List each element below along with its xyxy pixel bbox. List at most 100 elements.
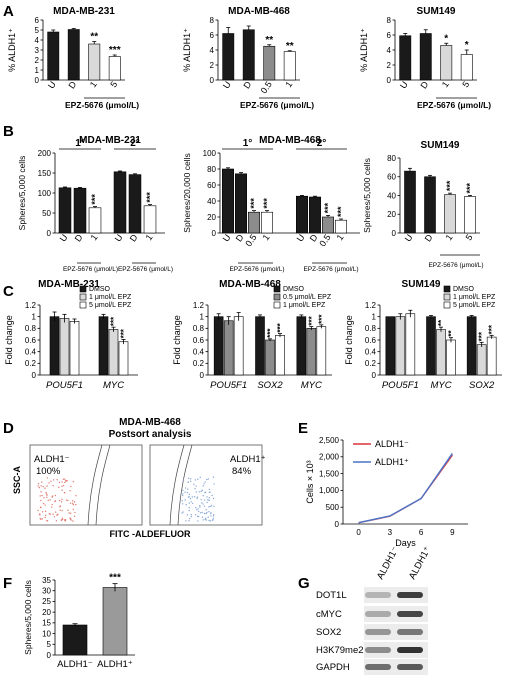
y-tick-label: 1 — [200, 312, 205, 321]
legend-swatch — [443, 285, 451, 293]
x-tick-label: 0.5 — [243, 232, 258, 248]
y-tick-label: 0.4 — [25, 347, 37, 356]
event-dot — [75, 503, 77, 506]
event-dot — [199, 506, 201, 508]
event-dot — [188, 496, 190, 499]
x-axis-label: EPZ-5676 (μmol/L) — [118, 266, 173, 273]
panel-label: C — [3, 283, 14, 300]
y-axis-label: Spheres/20,000 cells — [182, 153, 192, 232]
event-dot — [41, 511, 44, 513]
event-dot — [189, 497, 192, 500]
event-dot — [39, 517, 41, 520]
y-tick-label: 10 — [42, 629, 51, 638]
x-tick-label: D — [73, 232, 85, 243]
event-dot — [71, 500, 74, 502]
y-tick-label: 100 — [203, 149, 217, 158]
event-dot — [42, 502, 45, 505]
flow-plot-aldh1-neg: ALDH1⁻100% — [29, 444, 143, 526]
y-tick-label: 1.2 — [365, 301, 377, 310]
event-dot — [44, 516, 46, 519]
y-tick-label: 2 — [210, 61, 215, 70]
x-tick-label: 9 — [450, 528, 455, 537]
event-dot — [61, 510, 63, 512]
x-tick-label: D — [418, 79, 430, 90]
y-tick-label: 50 — [42, 209, 51, 218]
event-dot — [44, 510, 47, 513]
event-dot — [69, 489, 71, 492]
event-dot — [212, 497, 215, 500]
x-tick-label: D — [234, 232, 246, 243]
event-dot — [39, 513, 41, 515]
bar — [222, 33, 235, 81]
flow-plot-frame — [29, 444, 143, 526]
event-dot — [201, 516, 204, 518]
x-tick-label: ALDH1⁺ — [97, 659, 133, 670]
y-tick-label: 6 — [210, 31, 215, 40]
event-dot — [46, 520, 49, 522]
x-tick-label: 1 — [89, 232, 100, 242]
bar — [108, 329, 119, 376]
significance-marker: * — [444, 33, 448, 44]
x-tick-label: D — [128, 232, 140, 243]
y-tick-label: 0.8 — [193, 324, 205, 333]
event-dot — [196, 496, 199, 498]
event-dot — [199, 512, 202, 514]
gene-label: POU5F1 — [46, 380, 83, 391]
x-tick-label: 1 — [283, 79, 294, 89]
x-tick-label: 1 — [261, 232, 272, 242]
event-dot — [41, 481, 43, 483]
event-dot — [45, 491, 47, 494]
legend-swatch — [443, 293, 451, 301]
chart-A-2: 0 2 4 6 8 % ALDH1⁺ MDA-MB-468 U D ** 0.5 ** 1 EPZ-567… — [182, 6, 314, 110]
bar — [322, 216, 334, 234]
y-tick-label: 0.4 — [365, 347, 377, 356]
event-dot — [56, 514, 58, 516]
bar — [275, 335, 285, 376]
significance-marker: *** — [145, 192, 155, 203]
bar — [385, 316, 396, 376]
panel-label: A — [3, 3, 14, 20]
x-axis-label: EPZ-5676 (μmol/L) — [240, 100, 314, 110]
y-tick-label: 20 — [42, 608, 51, 617]
bar — [58, 187, 72, 234]
group-label: 2° — [317, 138, 327, 149]
y-tick-label: 1 — [32, 312, 37, 321]
y-axis-label: Spheres/5,000 cells — [23, 580, 33, 655]
gate-line — [95, 444, 111, 526]
panel-label: G — [298, 575, 310, 592]
event-dot — [212, 517, 214, 519]
y-tick-label: 0.2 — [365, 359, 377, 368]
event-dot — [40, 499, 42, 502]
event-dot — [54, 500, 56, 503]
gate-line — [177, 444, 193, 526]
blot-band — [397, 611, 423, 617]
legend-label: 1 μmol/L EPZ — [89, 294, 132, 301]
event-dot — [67, 509, 69, 512]
event-dot — [182, 511, 184, 513]
blot-band — [397, 629, 423, 635]
legend-label: DMSO — [453, 286, 475, 293]
event-dot — [52, 484, 54, 487]
bar — [446, 339, 456, 376]
bar — [62, 624, 88, 656]
bar — [69, 321, 80, 376]
y-axis-label: % ALDH1⁺ — [359, 28, 369, 72]
x-tick-label: U — [46, 79, 58, 90]
event-dot — [210, 504, 213, 507]
x-axis-label: Days — [395, 538, 416, 548]
legend-label: 5 μmol/L EPZ — [453, 302, 496, 309]
y-tick-label: 150 — [38, 169, 52, 178]
event-dot — [210, 512, 212, 514]
event-dot — [211, 494, 213, 497]
bar — [283, 51, 296, 81]
y-axis-label: % ALDH1⁺ — [182, 28, 192, 72]
x-tick-label: 0.5 — [317, 232, 332, 248]
event-dot — [209, 505, 212, 508]
event-dot — [203, 483, 205, 485]
event-dot — [188, 509, 190, 512]
blot-strip — [364, 642, 428, 658]
event-dot — [51, 506, 53, 508]
